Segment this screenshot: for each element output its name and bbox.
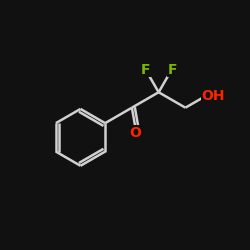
Text: OH: OH (201, 89, 225, 103)
Text: O: O (130, 126, 141, 140)
Text: F: F (167, 62, 177, 76)
Text: F: F (140, 62, 150, 76)
